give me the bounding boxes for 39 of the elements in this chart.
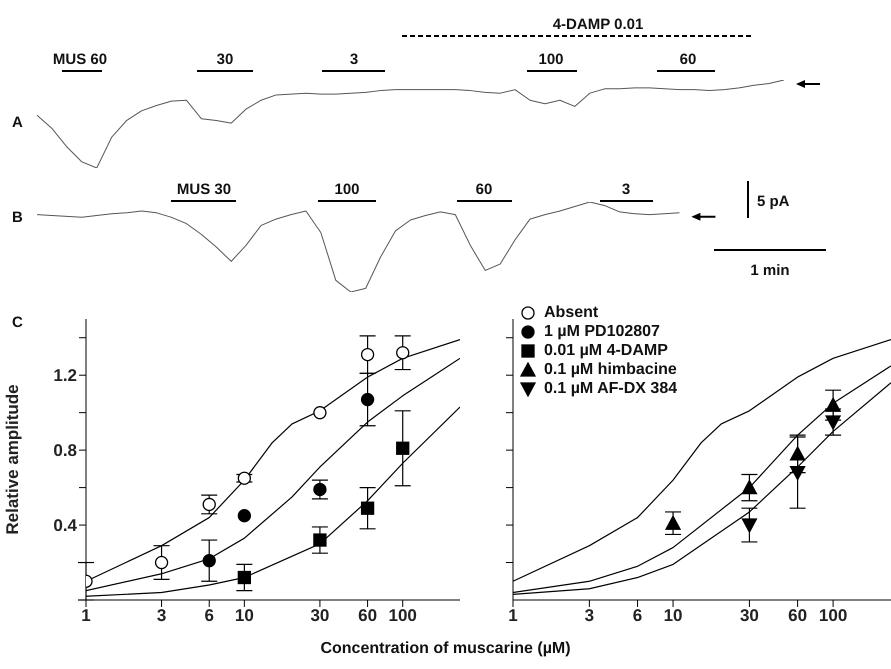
- legend-label: Absent: [544, 304, 598, 321]
- x-tick-label: 100: [818, 606, 848, 626]
- text: MUS 30: [176, 181, 232, 198]
- x-tick-label: 60: [788, 606, 808, 626]
- text: 100: [334, 181, 360, 198]
- text: B: [12, 209, 23, 226]
- text: MUS 60: [52, 51, 108, 68]
- text: 60: [680, 51, 696, 68]
- legend-label: 1 µM PD102807: [544, 323, 660, 340]
- y-axis-title: Relative amplitude: [3, 384, 22, 535]
- text: 3: [350, 51, 358, 68]
- x-tick-label: 1: [508, 606, 518, 626]
- x-tick-label: 100: [388, 606, 417, 626]
- text: 3: [622, 181, 630, 198]
- x-tick-label: 30: [740, 606, 759, 626]
- x-tick-label: 1: [81, 606, 91, 626]
- text: A: [12, 114, 23, 131]
- text: 4-DAMP 0.01: [552, 16, 644, 33]
- text: 60: [476, 181, 492, 198]
- x-axis-title: Concentration of muscarine (µM): [319, 640, 572, 658]
- text: C: [12, 314, 23, 331]
- x-tick-label: 6: [632, 606, 642, 626]
- y-tick-label: 0.4: [53, 516, 78, 536]
- text: 5 pA: [757, 193, 790, 210]
- legend-label: 0.01 µM 4-DAMP: [544, 342, 668, 359]
- text: 30: [216, 51, 234, 68]
- x-tick-label: 10: [664, 606, 683, 626]
- x-tick-label: 60: [358, 606, 378, 626]
- x-tick-label: 6: [204, 606, 214, 626]
- x-tick-label: 30: [310, 606, 330, 626]
- x-tick-label: 3: [156, 606, 166, 626]
- legend-label: 0.1 µM AF-DX 384: [544, 380, 678, 397]
- y-tick-label: 1.2: [53, 366, 77, 386]
- x-tick-label: 10: [234, 606, 254, 626]
- x-tick-label: 3: [584, 606, 594, 626]
- legend-label: 0.1 µM himbacine: [544, 361, 677, 378]
- text: 100: [538, 51, 564, 68]
- text: 1 min: [750, 262, 790, 279]
- y-tick-label: 0.8: [53, 441, 77, 460]
